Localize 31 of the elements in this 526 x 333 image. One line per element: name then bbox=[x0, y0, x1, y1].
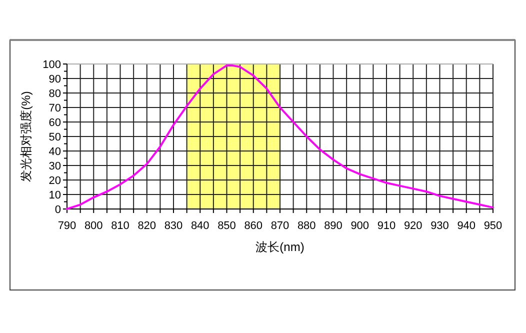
x-tick-label: 800 bbox=[84, 220, 103, 232]
x-axis-title: 波长(nm) bbox=[256, 240, 304, 254]
x-tick-label: 940 bbox=[457, 220, 476, 232]
y-tick-label: 50 bbox=[48, 132, 61, 144]
y-tick-label: 0 bbox=[54, 204, 61, 216]
x-tick-label: 910 bbox=[377, 220, 396, 232]
y-tick-label: 60 bbox=[48, 117, 61, 129]
x-tick-label: 900 bbox=[350, 220, 370, 232]
x-tick-label: 790 bbox=[58, 220, 76, 232]
y-axis-title: 发光相对强度(%) bbox=[19, 91, 33, 182]
y-tick-label: 20 bbox=[48, 175, 61, 187]
x-tick-label: 810 bbox=[111, 220, 130, 232]
y-tick-label: 80 bbox=[48, 88, 61, 100]
x-tick-label: 840 bbox=[190, 220, 210, 232]
y-tick-label: 10 bbox=[48, 190, 61, 202]
x-tick-label: 830 bbox=[164, 220, 183, 232]
y-tick-label: 30 bbox=[48, 160, 61, 172]
line-series bbox=[66, 64, 494, 210]
x-tick-label: 950 bbox=[484, 220, 502, 232]
y-tick-label: 90 bbox=[48, 74, 61, 86]
x-tick-label: 930 bbox=[430, 220, 449, 232]
x-tick-label: 820 bbox=[138, 220, 156, 232]
y-tick-label: 70 bbox=[48, 102, 61, 114]
x-tick-label: 850 bbox=[218, 220, 236, 232]
x-tick-label: 860 bbox=[244, 220, 263, 232]
x-tick-label: 870 bbox=[270, 220, 290, 232]
x-tick-label: 920 bbox=[404, 220, 422, 232]
y-tick-label: 40 bbox=[48, 146, 61, 158]
y-tick-label: 100 bbox=[42, 59, 61, 71]
x-tick-label: 880 bbox=[297, 220, 316, 232]
x-tick-label: 890 bbox=[324, 220, 342, 232]
